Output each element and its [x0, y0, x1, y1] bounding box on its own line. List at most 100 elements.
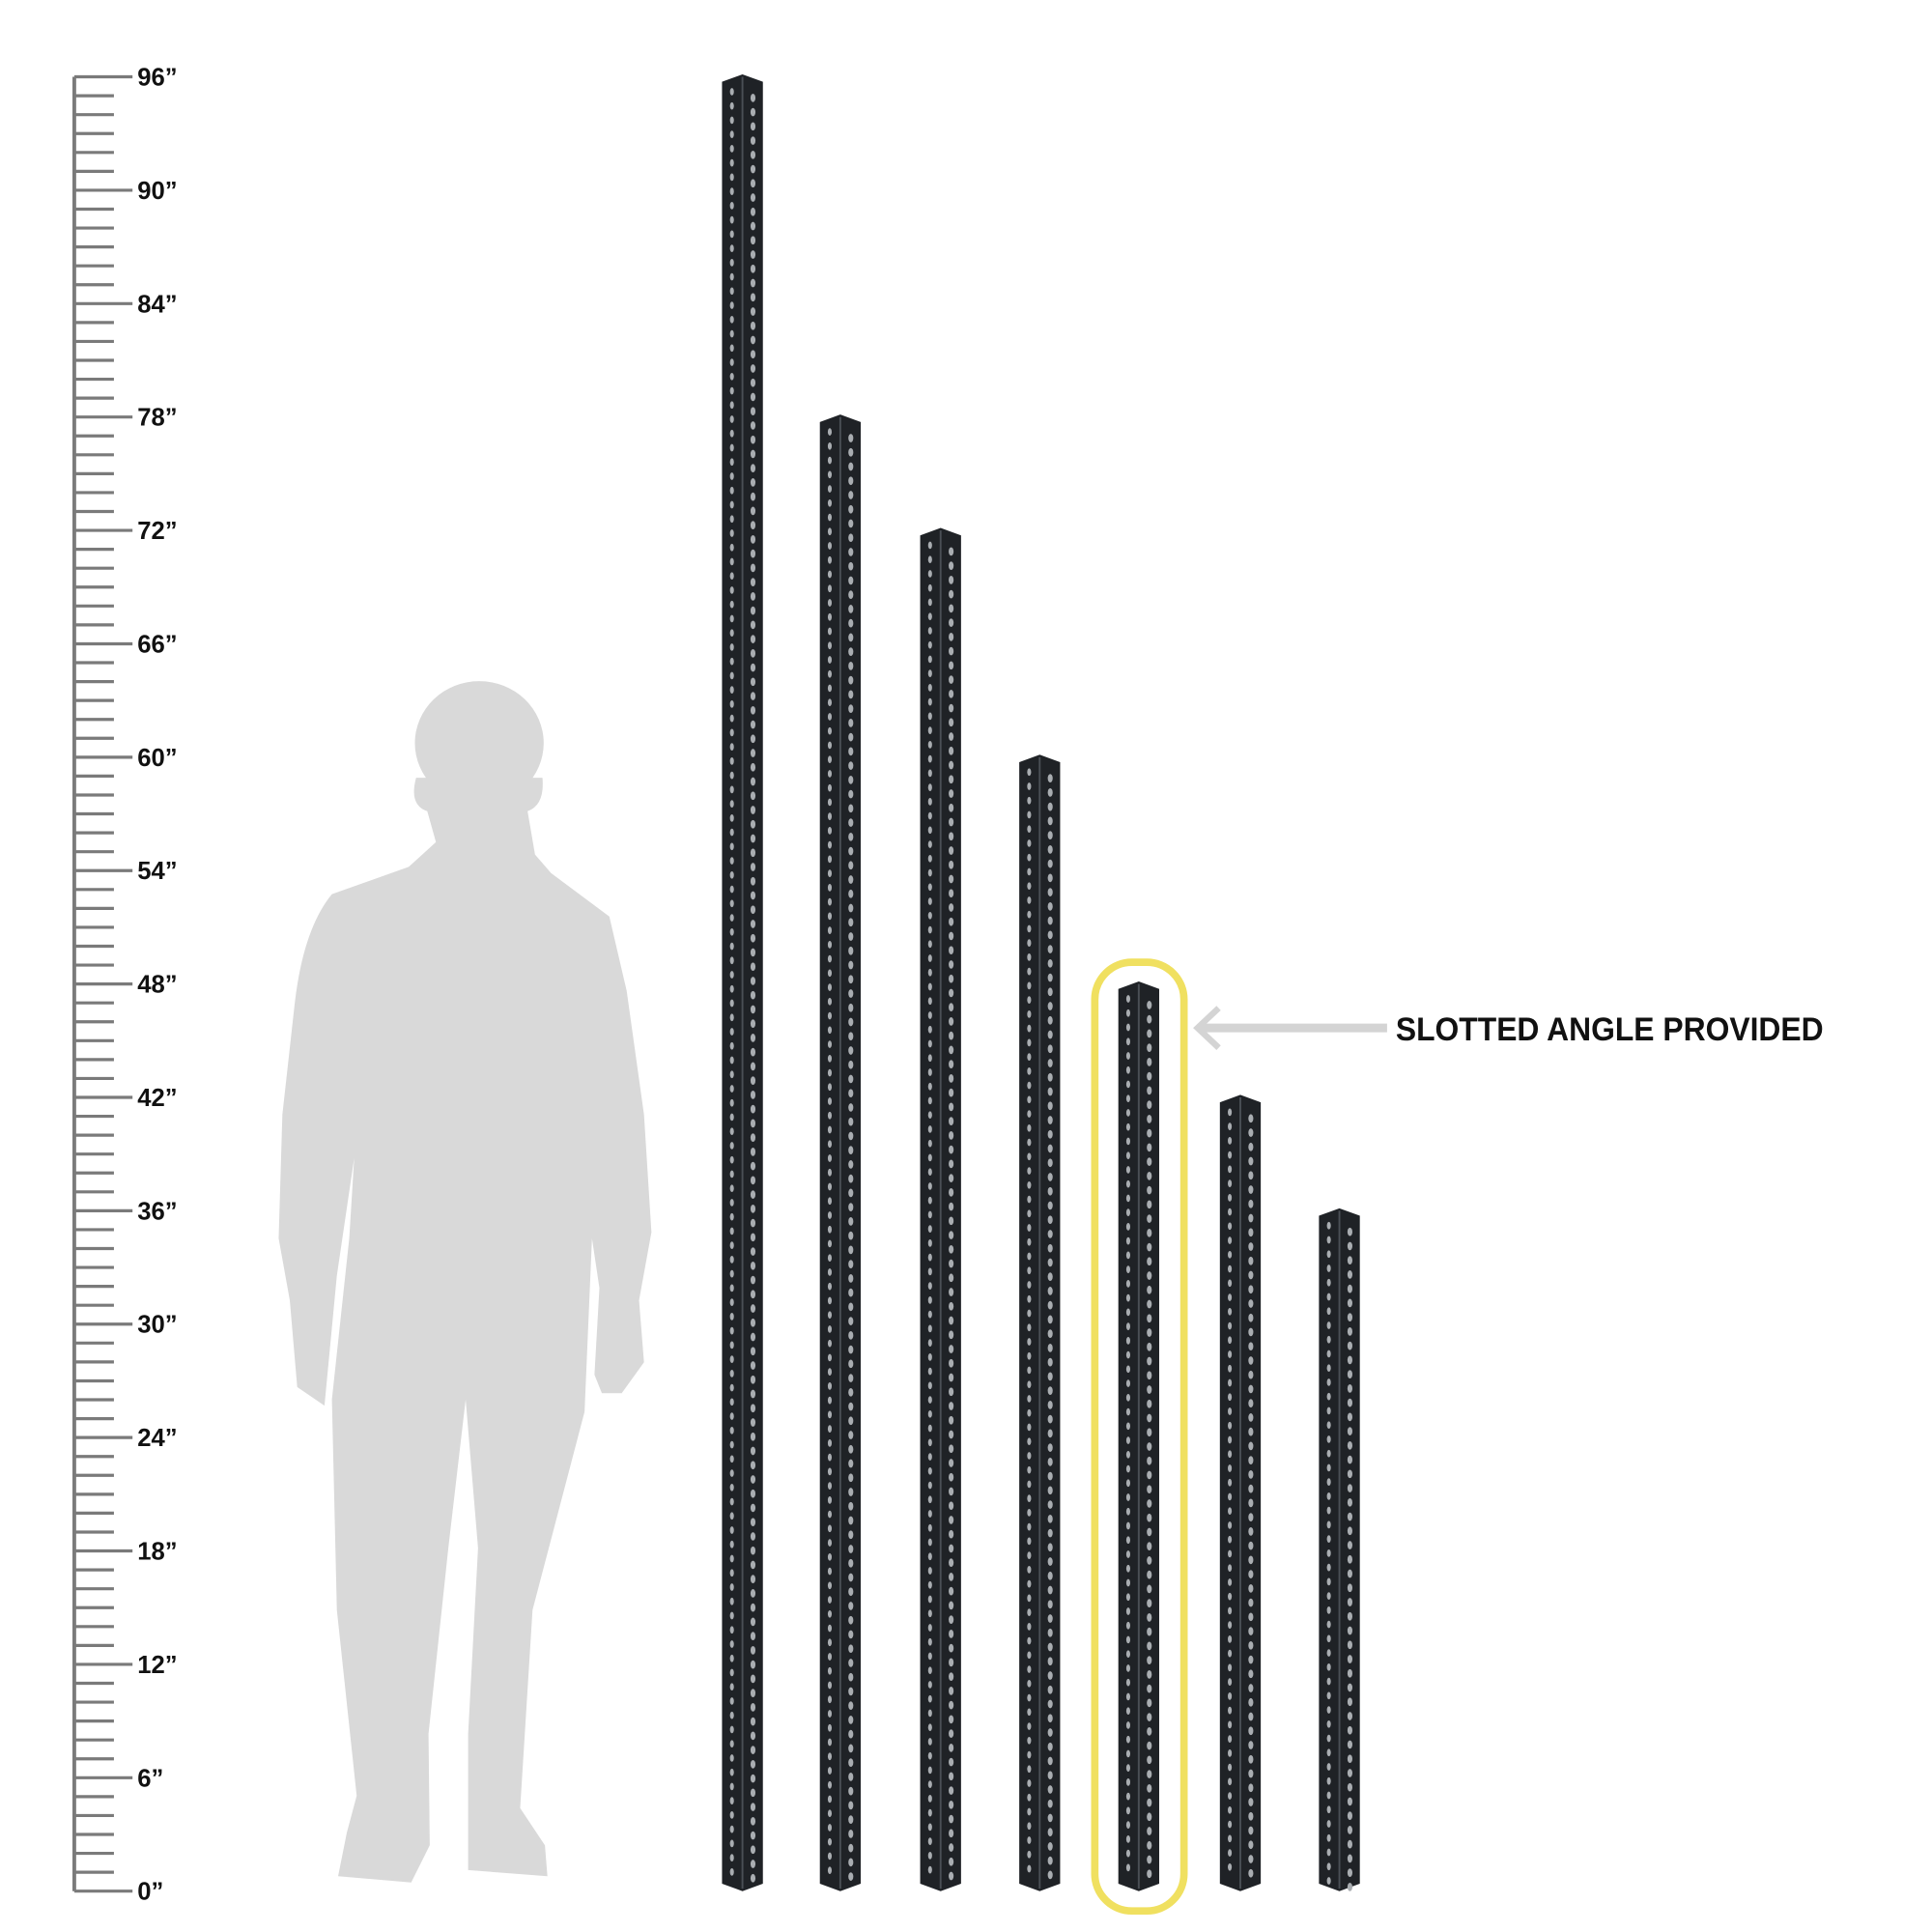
slot-hole [1125, 1065, 1130, 1074]
slot-hole [750, 1204, 756, 1213]
slot-hole [949, 1700, 954, 1710]
slot-hole [1147, 1741, 1152, 1750]
slot-hole [1027, 1765, 1032, 1774]
slot-hole [848, 1117, 854, 1126]
slot-hole [827, 1496, 833, 1504]
slot-hole [1248, 1612, 1254, 1622]
slot-hole [750, 563, 756, 573]
slot-hole [1147, 1599, 1152, 1607]
slot-hole [827, 1482, 833, 1490]
slot-hole [1347, 1355, 1352, 1365]
slot-hole [1125, 1564, 1130, 1573]
slot-hole [827, 1368, 833, 1376]
slot-hole [1228, 1236, 1233, 1244]
slot-hole [927, 1153, 932, 1162]
slot-hole [1248, 1726, 1254, 1736]
slot-hole [1125, 1607, 1130, 1615]
slot-hole [750, 1674, 756, 1684]
slot-hole [927, 982, 932, 991]
slot-hole [848, 662, 854, 670]
slot-hole [927, 1267, 932, 1276]
slot-hole [848, 519, 854, 528]
slot-hole [1248, 1299, 1254, 1308]
slot-hole [949, 1615, 954, 1625]
slot-hole [729, 1313, 734, 1321]
slot-hole [729, 572, 734, 581]
slot-hole [1027, 1323, 1032, 1332]
slot-hole [927, 1054, 932, 1063]
slot-hole [1248, 1526, 1254, 1536]
slot-hole [827, 1410, 833, 1419]
slot-hole [927, 1424, 932, 1433]
slot-hole [949, 1045, 954, 1055]
slot-hole [1147, 1271, 1152, 1280]
slot-hole [827, 1211, 833, 1219]
slot-hole [949, 561, 954, 570]
slot-hole [729, 1797, 734, 1804]
slot-hole [1347, 1241, 1352, 1251]
slot-hole [827, 599, 833, 607]
slot-hole [927, 954, 932, 962]
slot-hole [729, 657, 734, 666]
slot-hole [729, 1056, 734, 1065]
slot-hole [927, 1011, 932, 1019]
slot-hole [729, 800, 734, 808]
slot-hole [750, 1361, 756, 1370]
slot-hole [750, 307, 756, 316]
slot-hole [949, 1800, 954, 1809]
slot-hole [1326, 1520, 1331, 1529]
slot-hole [1047, 1044, 1053, 1054]
slot-hole [927, 1795, 932, 1803]
slot-hole [729, 1611, 734, 1620]
slot-hole [750, 948, 756, 957]
slot-hole [1047, 1186, 1053, 1196]
slot-hole [1147, 1029, 1152, 1038]
slot-hole [848, 1829, 854, 1838]
slot-hole [1347, 1569, 1352, 1578]
slot-hole [827, 1296, 833, 1305]
slot-hole [729, 272, 734, 281]
slot-hole [827, 1439, 833, 1447]
slot-hole [1228, 1450, 1233, 1459]
slot-hole [848, 462, 854, 471]
slot-hole [927, 1381, 932, 1390]
slot-hole [1027, 1779, 1032, 1787]
slot-hole [1125, 995, 1130, 1003]
ruler-label: 48” [137, 972, 177, 999]
slot-hole [1326, 1449, 1331, 1458]
slot-hole [1248, 1640, 1254, 1650]
slot-hole [1248, 1684, 1254, 1692]
slot-hole [1027, 1224, 1032, 1232]
slot-hole [750, 1318, 756, 1327]
slot-hole [827, 1453, 833, 1462]
slot-hole [1047, 1657, 1053, 1666]
slot-hole [1027, 1294, 1032, 1303]
slot-hole [927, 655, 932, 664]
slot-hole [1047, 987, 1053, 997]
slot-hole [949, 1586, 954, 1596]
slot-hole [729, 230, 734, 239]
slot-hole [927, 997, 932, 1006]
slot-hole [750, 1019, 756, 1029]
slot-hole [848, 960, 854, 970]
slot-hole [750, 791, 756, 801]
slot-hole [750, 549, 756, 558]
slot-hole [1347, 1769, 1352, 1777]
slot-hole [949, 917, 954, 926]
slot-hole [1125, 1137, 1130, 1146]
slot-hole [750, 435, 756, 444]
slot-hole [750, 1632, 756, 1641]
slot-hole [729, 671, 734, 680]
slot-hole [1248, 1370, 1254, 1379]
slot-hole [1228, 1805, 1233, 1814]
slot-hole [1027, 839, 1032, 847]
slot-hole [949, 1358, 954, 1368]
slot-hole [927, 1637, 932, 1646]
slot-hole [1047, 1015, 1053, 1025]
slot-hole [729, 1355, 734, 1363]
ruler-label: 96” [137, 65, 177, 92]
slot-hole [949, 547, 954, 556]
slot-hole [729, 458, 734, 467]
slot-hole [1125, 1507, 1130, 1516]
slot-hole [1147, 1556, 1152, 1565]
